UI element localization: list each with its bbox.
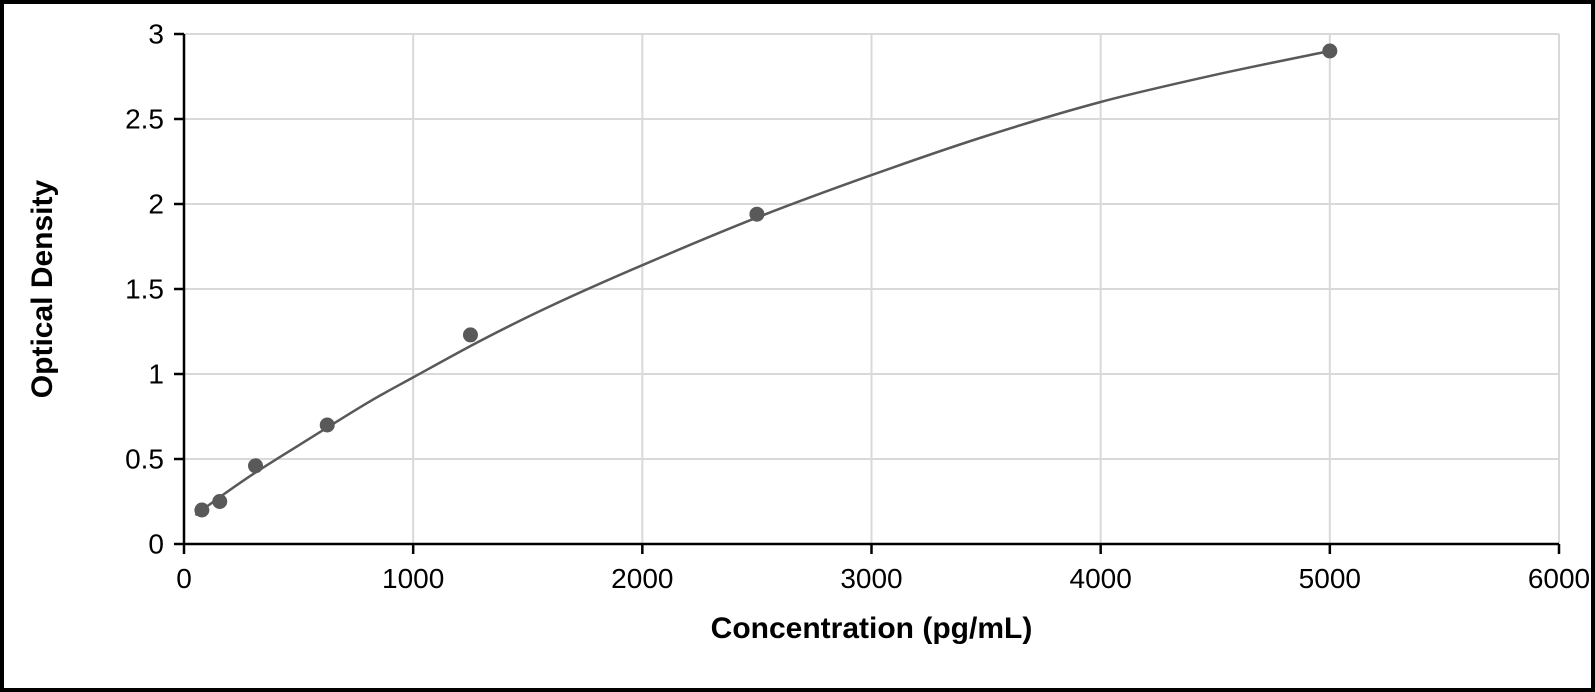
- y-tick-label: 0.5: [125, 443, 164, 474]
- data-point: [750, 207, 764, 221]
- data-point: [195, 503, 209, 517]
- chart-svg: 0 1000 2000 3000 4000 5000 6000 0 0.5 1 1.5 2 2.5 3 Co…: [4, 4, 1591, 688]
- y-tick-label: 2.5: [125, 103, 164, 134]
- data-point: [320, 418, 334, 432]
- x-tick-label: 0: [176, 563, 192, 594]
- data-point: [213, 495, 227, 509]
- x-tick-label: 6000: [1528, 563, 1590, 594]
- x-tick-label: 2000: [611, 563, 673, 594]
- y-tick-label: 1.5: [125, 273, 164, 304]
- data-point: [249, 459, 263, 473]
- data-point: [1323, 44, 1337, 58]
- chart-container: 0 1000 2000 3000 4000 5000 6000 0 0.5 1 1.5 2 2.5 3 Co…: [4, 4, 1591, 688]
- x-tick-label: 3000: [840, 563, 902, 594]
- y-tick-label: 2: [148, 188, 164, 219]
- x-tick-label: 4000: [1070, 563, 1132, 594]
- x-tick-label: 1000: [382, 563, 444, 594]
- y-tick-label: 3: [148, 18, 164, 49]
- y-axis-title: Optical Density: [26, 179, 59, 398]
- y-tick-label: 0: [148, 528, 164, 559]
- y-tick-label: 1: [148, 358, 164, 389]
- x-tick-label: 5000: [1299, 563, 1361, 594]
- data-point: [463, 328, 477, 342]
- x-axis-title: Concentration (pg/mL): [711, 612, 1033, 645]
- chart-frame: 0 1000 2000 3000 4000 5000 6000 0 0.5 1 1.5 2 2.5 3 Co…: [0, 0, 1595, 692]
